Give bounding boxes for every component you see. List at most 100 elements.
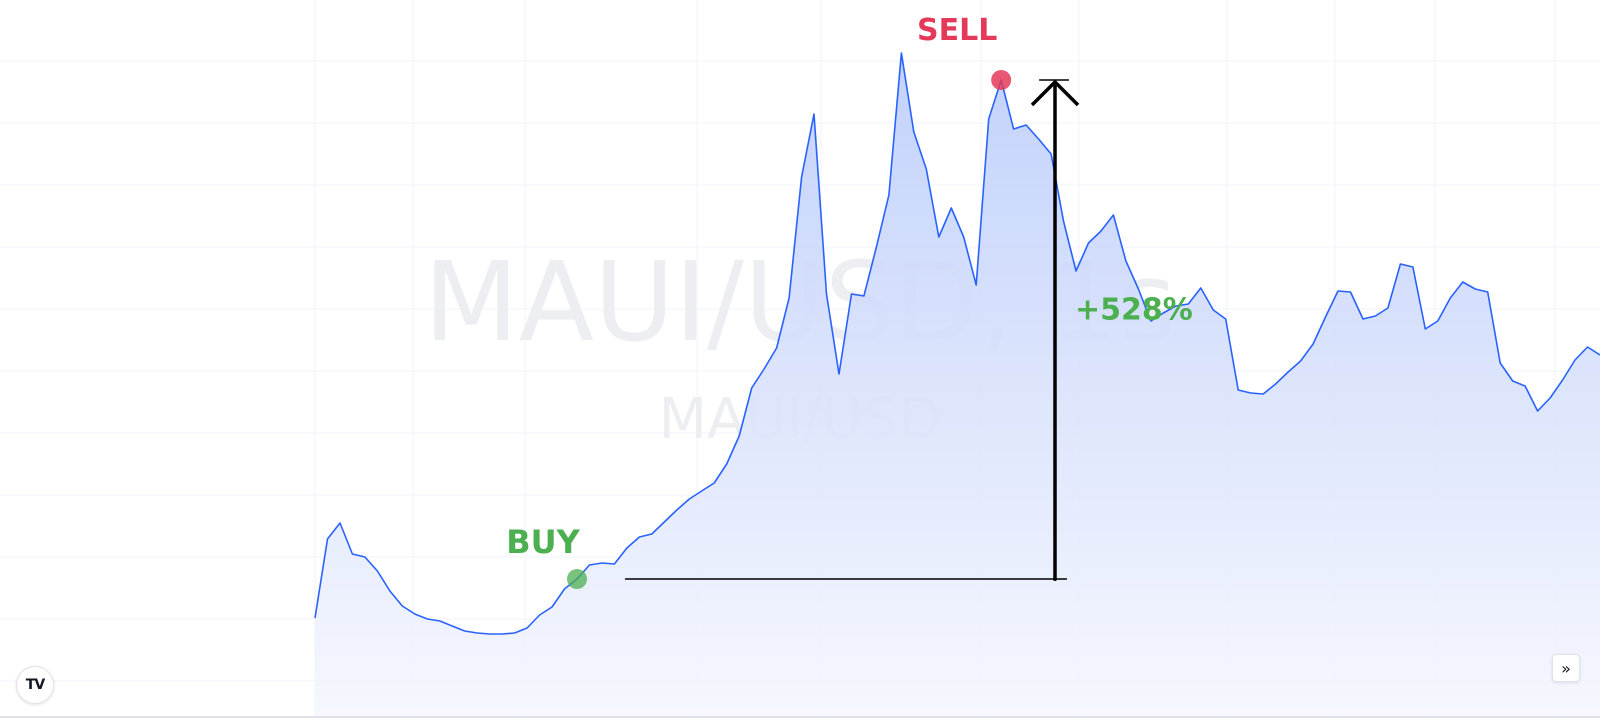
data-point [525, 626, 529, 630]
data-point [1024, 123, 1028, 127]
data-point [388, 589, 392, 593]
data-point [1548, 396, 1552, 400]
data-point [1062, 219, 1066, 223]
data-point [425, 617, 429, 621]
data-point [1536, 409, 1540, 413]
data-point [1411, 265, 1415, 269]
data-point [1586, 345, 1590, 349]
data-point [363, 555, 367, 559]
change-percent-label: +528% [1075, 293, 1193, 328]
data-point [1074, 269, 1078, 273]
data-point [1249, 391, 1253, 395]
scroll-to-realtime-button[interactable]: » [1552, 654, 1580, 682]
data-point [413, 612, 417, 616]
data-point [400, 604, 404, 608]
data-point [1486, 290, 1490, 294]
data-point [1111, 213, 1115, 217]
data-point [637, 535, 641, 539]
data-point [1286, 370, 1290, 374]
data-point [1436, 319, 1440, 323]
data-point [450, 624, 454, 628]
data-point [1386, 306, 1390, 310]
data-point [488, 632, 492, 636]
data-point [625, 546, 629, 550]
data-point [1349, 290, 1353, 294]
buy-marker[interactable] [566, 569, 587, 589]
data-point [650, 532, 654, 536]
data-point [837, 372, 841, 376]
data-point [762, 367, 766, 371]
data-point [1224, 317, 1228, 321]
data-point [1087, 241, 1091, 245]
data-point [862, 294, 866, 298]
data-point [937, 235, 941, 239]
measure-tool[interactable] [624, 79, 1080, 581]
data-point [1461, 280, 1465, 284]
data-point [475, 631, 479, 635]
price-series-line [314, 52, 1600, 635]
data-point [1236, 388, 1240, 392]
data-point [1124, 259, 1128, 263]
data-point [438, 619, 442, 623]
data-point [1049, 152, 1053, 156]
data-point [612, 562, 616, 566]
double-chevron-right-icon: » [1561, 658, 1571, 678]
data-point [538, 613, 542, 617]
data-point [962, 235, 966, 239]
buy-label: BUY [506, 523, 580, 561]
data-point [1361, 317, 1365, 321]
data-point [338, 521, 342, 525]
data-point [1473, 287, 1477, 291]
measure-anchor-dot [1053, 577, 1057, 581]
data-point [1274, 382, 1278, 386]
tradingview-logo-icon[interactable]: TV [16, 666, 54, 704]
data-point [974, 283, 978, 287]
data-point [326, 537, 330, 541]
data-point [874, 245, 878, 249]
data-point [787, 296, 791, 300]
data-point [987, 117, 991, 121]
data-point [463, 629, 467, 633]
data-point [1561, 378, 1565, 382]
data-point [712, 481, 716, 485]
data-point [1373, 314, 1377, 318]
data-point [313, 616, 317, 620]
data-point [500, 632, 504, 636]
price-area-fill [315, 53, 1600, 716]
data-point [737, 434, 741, 438]
data-point [1012, 127, 1016, 131]
data-point [1211, 308, 1215, 312]
data-point [812, 112, 816, 116]
data-point [725, 462, 729, 466]
logo-text: TV [25, 677, 45, 693]
data-point [687, 497, 691, 501]
data-point [825, 292, 829, 296]
data-point [375, 569, 379, 573]
data-point [850, 292, 854, 296]
data-point [949, 206, 953, 210]
data-point [1099, 229, 1103, 233]
data-point [912, 130, 916, 134]
data-point [924, 167, 928, 171]
data-point [1511, 379, 1515, 383]
data-point [1398, 262, 1402, 266]
data-point [700, 489, 704, 493]
data-point [662, 520, 666, 524]
data-point [1336, 289, 1340, 293]
data-point [1573, 358, 1577, 362]
data-point [550, 605, 554, 609]
sell-label: SELL [917, 13, 997, 48]
data-point [899, 51, 903, 55]
data-point [1523, 384, 1527, 388]
data-point [1311, 342, 1315, 346]
data-point [1199, 286, 1203, 290]
chart-bottom-border [0, 716, 1600, 718]
data-point [1448, 296, 1452, 300]
sell-marker[interactable] [991, 70, 1012, 90]
data-point [1498, 361, 1502, 365]
data-point [600, 561, 604, 565]
data-point [588, 563, 592, 567]
data-point [887, 193, 891, 197]
